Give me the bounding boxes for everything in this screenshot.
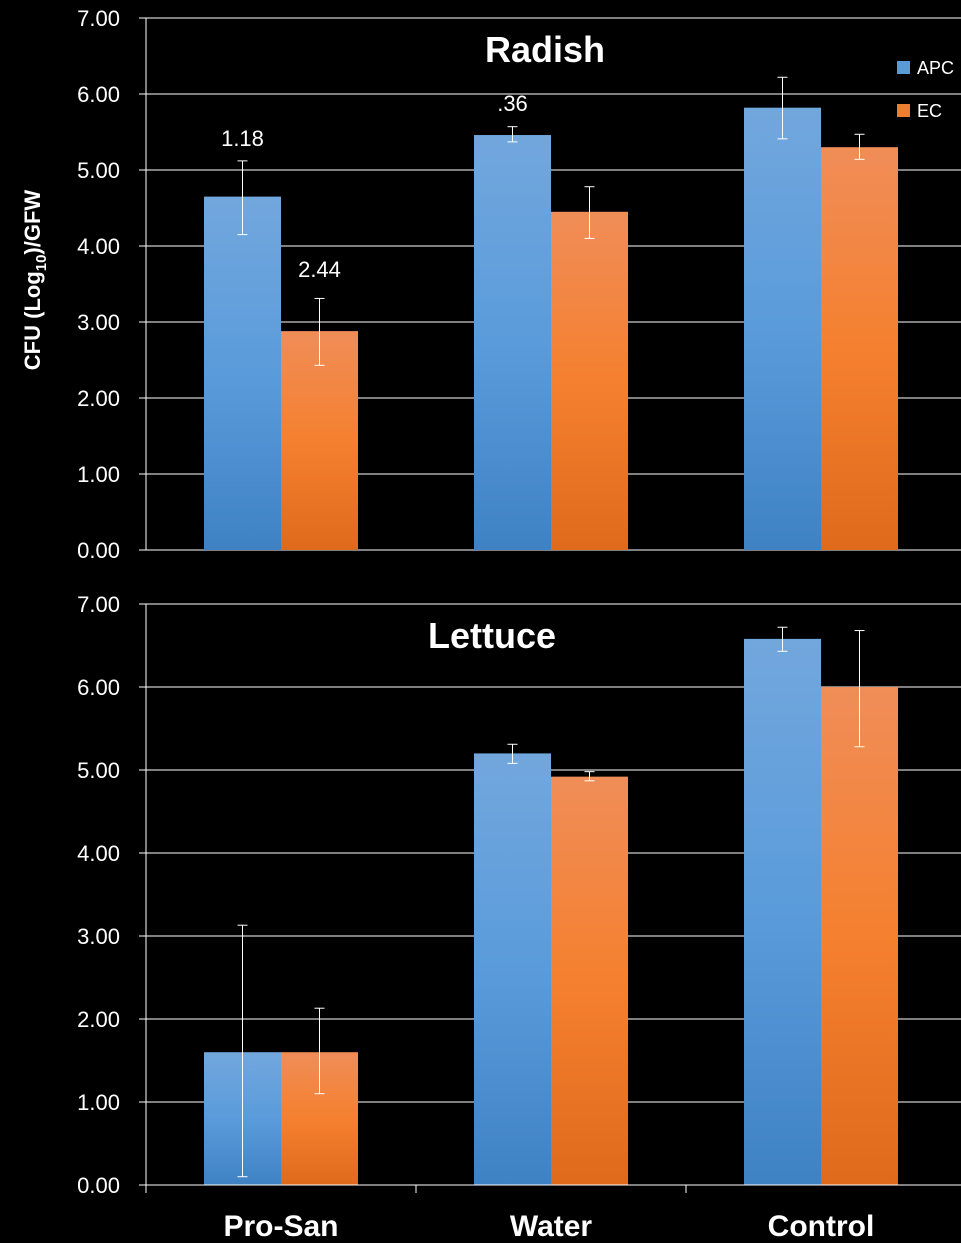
bar-apc-control [744,107,821,551]
y-tick-label: 3.00 [77,310,120,335]
y-tick-label: 2.00 [77,386,120,411]
x-category-label: Water [510,1210,593,1243]
legend-swatch-apc [897,61,910,74]
y-tick-label: 5.00 [77,158,120,183]
bar-ec-water [551,211,628,551]
y-tick-label: 3.00 [77,924,120,949]
bar-apc-control [744,638,821,1185]
y-tick-label: 2.00 [77,1007,120,1032]
y-tick-labels: 0.00 1.00 2.00 3.00 4.00 5.00 6.00 7.00 [77,592,120,1198]
bar-ec-control [821,147,898,550]
y-tick-label: 4.00 [77,234,120,259]
x-category-label: Pro-San [223,1210,338,1243]
y-tick-label: 5.00 [77,758,120,783]
bar-apc-water [474,135,551,551]
legend: APC EC [897,58,954,121]
y-tick-label: 6.00 [77,82,120,107]
panel-lettuce: 0.00 1.00 2.00 3.00 4.00 5.00 6.00 7.00 Lettuce [77,592,961,1198]
bar-ec-control [821,687,898,1185]
error-bars [237,626,865,1178]
legend-label-ec: EC [917,101,942,121]
bars [204,107,898,551]
y-tick-label: 7.00 [77,6,120,31]
legend-label-apc: APC [917,58,954,78]
bars [204,638,898,1185]
bar-apc-water [474,753,551,1185]
y-axis-label: CFU (Log10)/GFW [20,190,50,371]
error-bars [237,76,865,366]
chart-title-lettuce: Lettuce [428,615,556,656]
bar-apc-pro-san [204,196,281,550]
chart-title-radish: Radish [485,29,605,70]
data-label: 2.44 [298,257,341,282]
bar-ec-water [551,776,628,1185]
y-tick-labels: 0.00 1.00 2.00 3.00 4.00 5.00 6.00 7.00 [77,6,120,563]
data-labels: 1.18 2.44 .36 [221,91,528,282]
y-tick-label: 1.00 [77,1090,120,1115]
x-category-labels: Pro-San Water Control [223,1210,874,1243]
panel-radish: 0.00 1.00 2.00 3.00 4.00 5.00 6.00 7.00 1.18 2.4… [77,6,961,563]
y-tick-label: 0.00 [77,538,120,563]
y-tick-label: 6.00 [77,675,120,700]
data-label: 1.18 [221,126,264,151]
bar-ec-pro-san [281,331,358,550]
y-tick-label: 0.00 [77,1173,120,1198]
y-tick-label: 1.00 [77,462,120,487]
x-category-label: Control [768,1210,875,1243]
legend-swatch-ec [897,104,910,117]
data-label: .36 [497,91,528,116]
y-tick-label: 7.00 [77,592,120,617]
y-tick-label: 4.00 [77,841,120,866]
